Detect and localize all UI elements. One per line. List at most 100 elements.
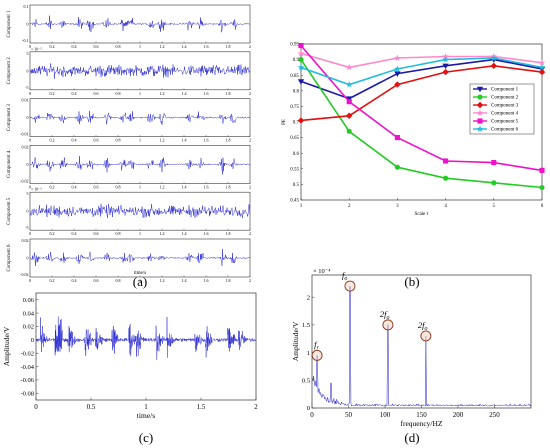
subplot-xtick-label: 2 [249,91,251,96]
x-axis-label: Scale τ [414,212,428,217]
y-axis-label: Amplitude/V [2,326,11,366]
subplot-xtick-label: 1 [139,91,141,96]
subplot-xtick-label: 0.2 [50,278,55,283]
data-point [297,117,305,124]
x-axis-label: time/s [137,411,155,420]
ytick-label: -0.04 [20,364,34,371]
xtick-label: 5 [493,204,496,209]
data-point [346,96,353,102]
component-signal-line [29,15,251,33]
subplot-xtick-label: 0.2 [50,184,55,189]
data-point [490,54,498,61]
ytick-label: 0.65 [290,136,299,141]
panel-a-label: (a) [133,274,147,289]
data-point [476,109,484,116]
subplot-xtick-label: 0 [29,138,31,143]
subplot-ylabel: Component 1 [7,10,12,38]
xtick-label: 1 [300,204,303,209]
subplot-ytick-label: -0.02 [20,178,28,183]
subplot-xtick-label: 0.8 [116,184,121,189]
subplot-xtick-label: 1.4 [182,44,187,49]
subplot-xtick-label: 0.6 [94,138,99,143]
subplot-xtick-label: 1 [139,44,141,49]
legend-label: Component 5 [491,120,519,125]
ytick-label: 0.75 [290,105,299,110]
subplot-xtick-label: 1.4 [182,91,187,96]
data-point [476,125,484,132]
subplot-xtick-label: 0.4 [72,231,77,236]
subplot-xtick-label: 0.4 [72,138,77,143]
data-point [297,63,305,71]
data-point [443,158,449,164]
subplot-ytick-label: 0 [27,22,29,27]
panel-a-component-signals: Component 10.10-0.10 0.2 0.4 0.6 0.8 1 1.2 1.4 1… [7,4,251,283]
ytick-label: 0.06 [23,297,35,304]
component-signal-line [29,63,251,79]
data-point [394,71,401,77]
subplot-xtick-label: 2 [249,138,251,143]
series-line [300,52,543,69]
xtick-label: 2 [254,403,258,411]
subplot-ylabel: Component 4 [7,150,12,178]
ytick-label: 0.8 [293,89,300,94]
subplot-xtick-label: 1.4 [182,138,187,143]
subplot-ytick-label: 0 [27,209,29,214]
data-point [491,180,497,186]
subplot-xtick-label: 1.2 [160,231,165,236]
data-point [345,81,353,88]
series-line [300,45,543,172]
subplot-ylabel: Component 6 [7,244,12,272]
ytick-label: 0.7 [293,121,300,126]
legend-label: Component 4 [491,112,519,117]
ytick-label: 2 [307,294,310,301]
xtick-label: 1 [144,403,148,411]
component-signal-line [29,248,251,266]
peak-marker-circle [420,330,432,342]
data-point [490,62,497,70]
data-point [394,54,401,61]
series-line [300,57,543,86]
panel-c-time-waveform: 0.060.040.020-0.02-0.04-0.06-0.080 0.5 1 1.… [2,292,258,420]
subplot-xtick-label: 2 [249,278,251,283]
subplot-xtick-label: 0.6 [94,278,99,283]
subplot-xtick-label: 1.2 [160,44,165,49]
data-point [477,94,483,100]
data-point [394,81,401,88]
subplot-xtick-label: 0.6 [94,44,99,49]
data-point [539,167,545,173]
panel-c-label: (c) [139,430,153,445]
subplot-xtick-label: 2 [249,44,251,49]
ytick-label: 1 [307,350,310,357]
peak-label: fo [342,270,347,282]
subplot-xtick-label: 1.6 [204,91,209,96]
xtick-label: 0 [34,403,38,411]
ytick-label: 0.55 [290,167,299,172]
subplot-xtick-label: 2 [249,184,251,189]
xtick-label: 100 [380,411,391,419]
subplot-ytick-label: 0.02 [22,238,29,243]
spectrum-line [311,285,532,407]
subplot-ytick-label: -0.1 [22,38,28,43]
data-point [346,112,353,119]
subplot-xtick-label: 0.4 [72,278,77,283]
ytick-label: 0 [31,337,34,344]
ytick-label: 0.95 [290,43,299,48]
panel-b-permutation-entropy-chart: 0.45 0.5 0.55 0.6 0.65 0.7 0.75 0.8 0.85 0.9 0.95 1… [282,43,546,217]
ytick-label: -0.02 [20,350,34,357]
subplot-xtick-label: 1 [139,184,141,189]
xtick-label: 0 [310,411,314,419]
subplot-xtick-label: 0 [29,91,31,96]
data-point [346,99,352,105]
subplot-xtick-label: 0.2 [50,44,55,49]
subplot-xtick-label: 0.6 [94,184,99,189]
xtick-label: 0.5 [87,403,96,411]
subplot-xtick-label: 0 [29,231,31,236]
subplot-xtick-label: 1.6 [204,231,209,236]
subplot-ytick-label: 0 [27,115,29,120]
xtick-label: 250 [489,411,500,419]
legend-label: Component 3 [491,104,519,109]
data-point [394,65,401,72]
subplot-xtick-label: 0.4 [72,184,77,189]
subplot-xtick-label: 0 [29,44,31,49]
subplot-xtick-label: 1.6 [204,184,209,189]
